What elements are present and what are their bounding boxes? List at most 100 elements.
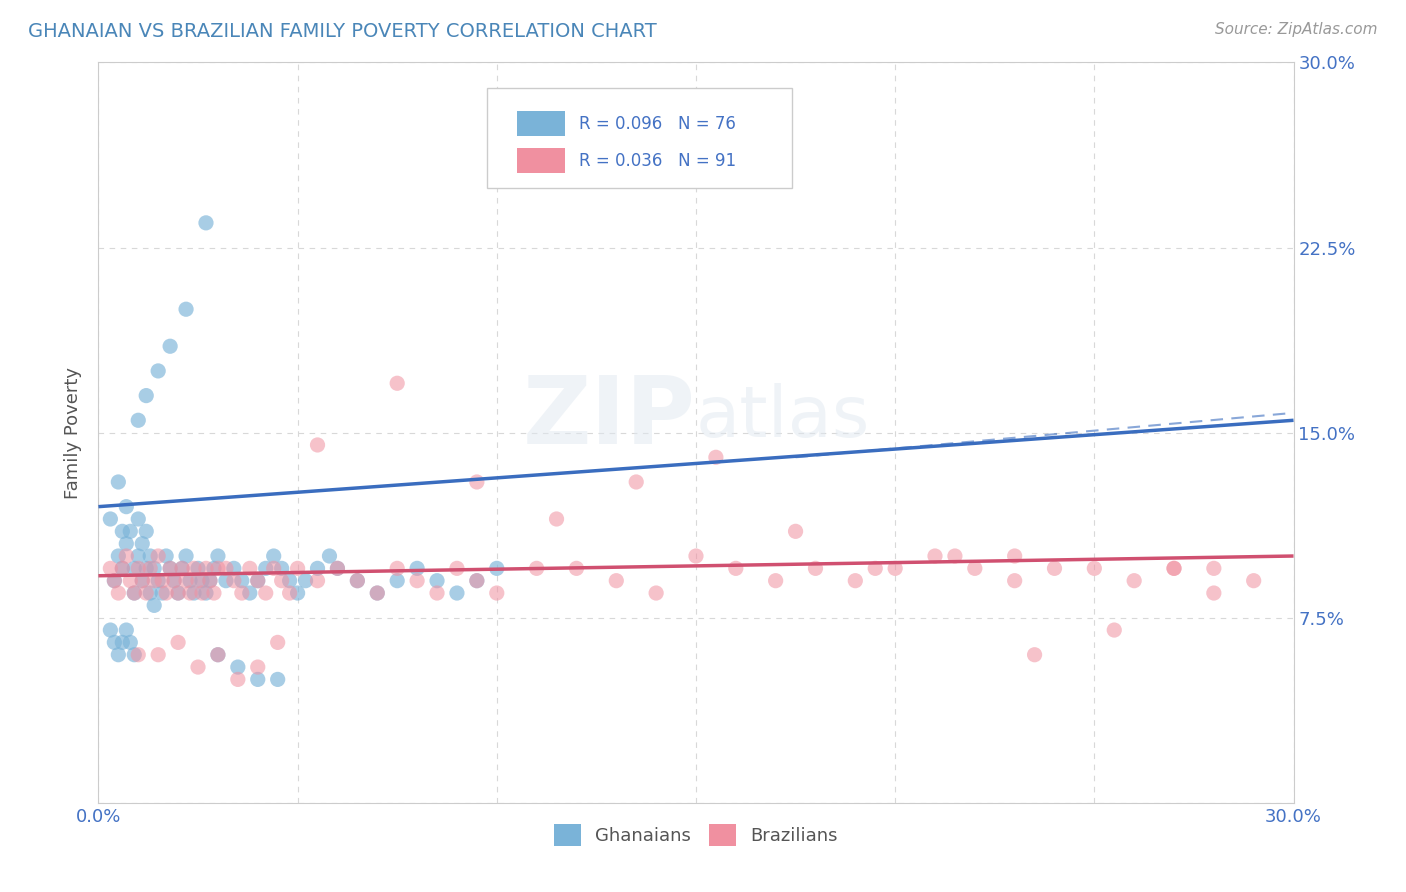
Point xyxy=(174,302,197,317)
Point xyxy=(465,574,488,588)
Point xyxy=(143,599,166,613)
Point xyxy=(207,648,229,662)
Text: atlas: atlas xyxy=(696,384,870,452)
Point xyxy=(135,586,157,600)
Point xyxy=(294,574,316,588)
Point xyxy=(1202,586,1225,600)
Point xyxy=(111,635,134,649)
Point xyxy=(172,561,194,575)
Point xyxy=(124,648,146,662)
Point xyxy=(179,574,201,588)
Point xyxy=(865,561,887,575)
Point xyxy=(884,561,907,575)
Point xyxy=(226,660,249,674)
Point xyxy=(135,561,157,575)
Point xyxy=(1243,574,1265,588)
Point xyxy=(127,549,149,563)
Point xyxy=(103,635,125,649)
Point xyxy=(115,549,138,563)
Bar xyxy=(517,111,565,136)
Point xyxy=(246,574,269,588)
Point xyxy=(645,586,668,600)
Point xyxy=(963,561,986,575)
Point xyxy=(346,574,368,588)
Point xyxy=(267,635,290,649)
Point xyxy=(263,561,285,575)
Point xyxy=(127,561,149,575)
Point xyxy=(685,549,707,563)
Point xyxy=(366,586,388,600)
Point xyxy=(107,475,129,489)
Point xyxy=(1004,549,1026,563)
Point xyxy=(207,549,229,563)
Point xyxy=(174,574,197,588)
Point xyxy=(485,561,508,575)
Point xyxy=(485,586,508,600)
Point xyxy=(124,586,146,600)
Point xyxy=(426,586,449,600)
Point xyxy=(270,561,292,575)
Point xyxy=(1083,561,1105,575)
Point xyxy=(163,574,186,588)
Point xyxy=(278,586,301,600)
Point xyxy=(804,561,827,575)
Point xyxy=(943,549,966,563)
Point xyxy=(465,475,488,489)
Point xyxy=(191,574,214,588)
Text: R = 0.096   N = 76: R = 0.096 N = 76 xyxy=(579,114,735,133)
Point xyxy=(239,586,262,600)
Point xyxy=(98,512,122,526)
Point xyxy=(844,574,866,588)
Point xyxy=(1123,574,1146,588)
Point xyxy=(267,673,290,687)
Point xyxy=(127,512,149,526)
Point xyxy=(159,561,181,575)
Point xyxy=(226,673,249,687)
Point xyxy=(307,561,329,575)
Point xyxy=(135,524,157,539)
Point xyxy=(446,586,468,600)
Point xyxy=(231,586,253,600)
Point xyxy=(278,574,301,588)
Point xyxy=(148,648,170,662)
Point xyxy=(246,574,269,588)
Point xyxy=(1163,561,1185,575)
Point xyxy=(143,574,166,588)
Point xyxy=(326,561,349,575)
Point xyxy=(139,586,162,600)
Point xyxy=(195,216,218,230)
Point xyxy=(127,413,149,427)
Text: GHANAIAN VS BRAZILIAN FAMILY POVERTY CORRELATION CHART: GHANAIAN VS BRAZILIAN FAMILY POVERTY COR… xyxy=(28,22,657,41)
Point xyxy=(785,524,807,539)
Point xyxy=(626,475,648,489)
Point xyxy=(148,574,170,588)
Point xyxy=(231,574,253,588)
Point xyxy=(131,536,153,550)
Point xyxy=(270,574,292,588)
Point xyxy=(326,561,349,575)
Point xyxy=(346,574,368,588)
Point xyxy=(131,574,153,588)
Point xyxy=(1004,574,1026,588)
Point xyxy=(98,623,122,637)
Point xyxy=(526,561,548,575)
Point xyxy=(124,561,146,575)
Point xyxy=(924,549,946,563)
Point xyxy=(385,574,409,588)
Point xyxy=(187,561,209,575)
Point xyxy=(426,574,449,588)
Y-axis label: Family Poverty: Family Poverty xyxy=(65,367,83,499)
Point xyxy=(385,376,409,391)
Point xyxy=(318,549,340,563)
Point xyxy=(287,586,309,600)
Point xyxy=(159,339,181,353)
Point xyxy=(307,438,329,452)
Point xyxy=(198,574,221,588)
Point xyxy=(366,586,388,600)
Point xyxy=(167,586,190,600)
Point xyxy=(148,364,170,378)
Point xyxy=(198,574,221,588)
Point xyxy=(107,648,129,662)
Point xyxy=(546,512,568,526)
Point xyxy=(704,450,727,465)
